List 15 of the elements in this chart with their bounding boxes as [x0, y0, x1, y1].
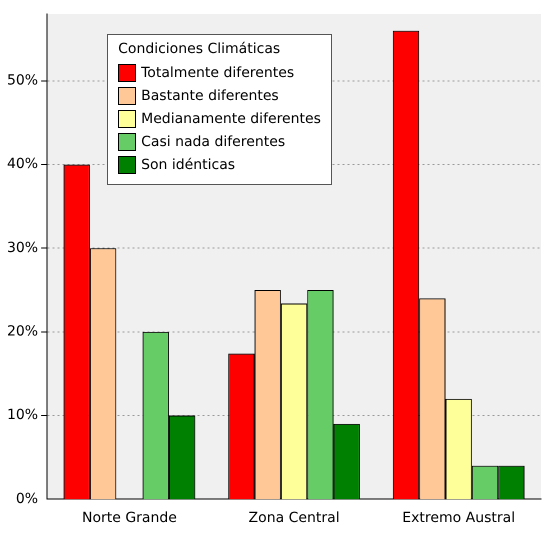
x-tick-label: Norte Grande: [82, 510, 177, 526]
legend-label: Son idénticas: [141, 156, 236, 172]
x-tick-label: Extremo Austral: [402, 510, 516, 526]
legend-label: Totalmente diferentes: [141, 64, 294, 80]
x-tick-label: Zona Central: [248, 510, 340, 526]
y-tick-label: 20%: [6, 324, 38, 340]
y-tick-label: 30%: [6, 240, 38, 256]
y-tick-label: 50%: [6, 72, 38, 89]
legend-label: Medianamente diferentes: [141, 110, 321, 126]
legend-label: Casi nada diferentes: [141, 134, 286, 150]
y-tick-label: 0%: [16, 490, 38, 507]
legend-title: Condiciones Climáticas: [118, 41, 282, 57]
y-tick-label: 40%: [6, 156, 38, 172]
y-tick-label: 10%: [6, 407, 38, 424]
legend-label: Bastante diferentes: [141, 88, 279, 104]
